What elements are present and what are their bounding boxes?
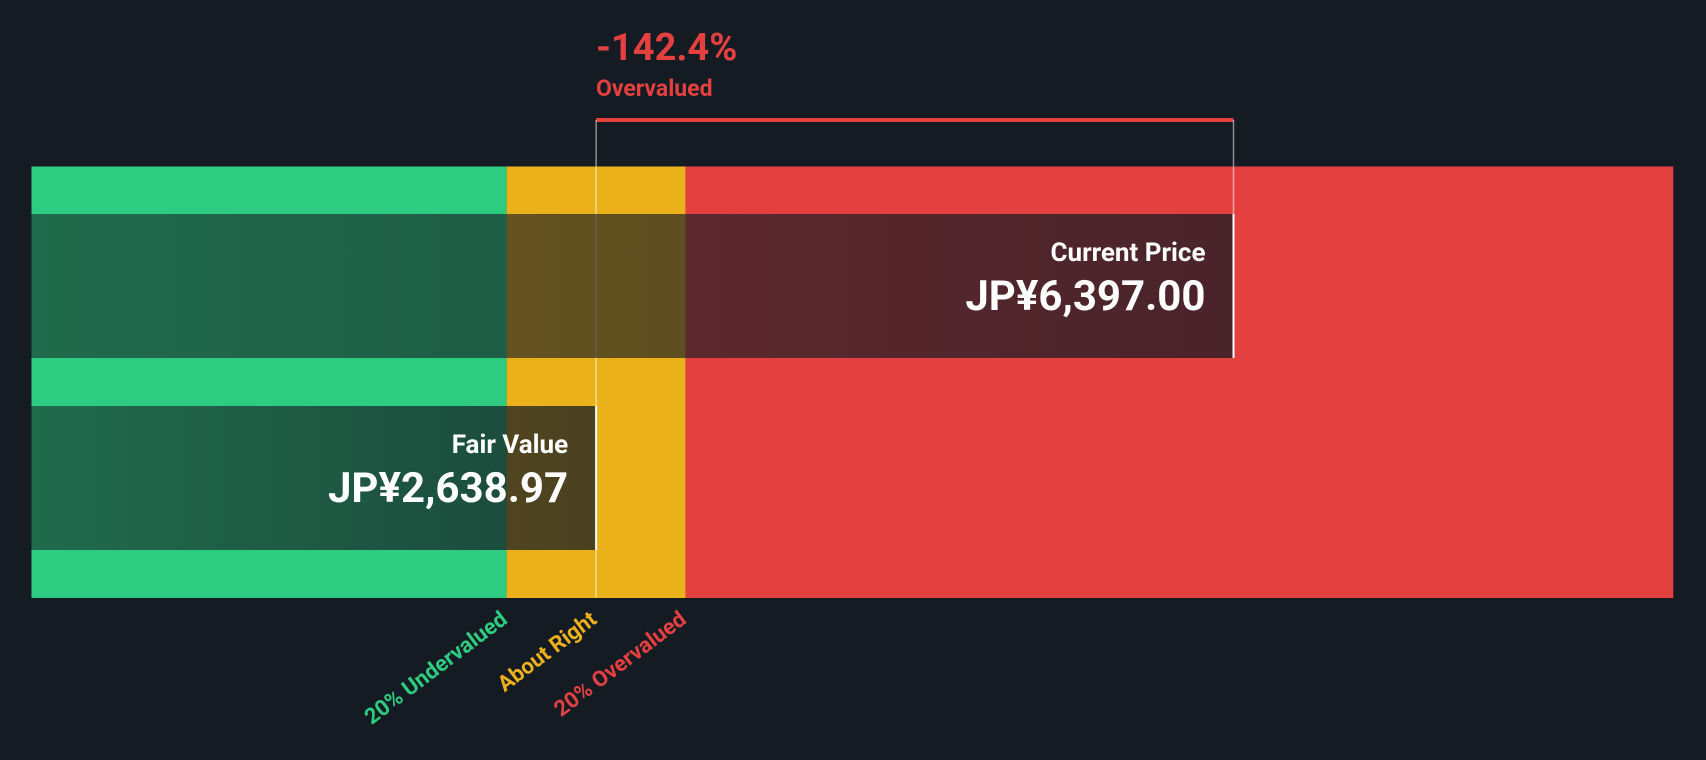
- series-name: Current Price: [1051, 238, 1206, 268]
- value-label: JP¥2,638.97: [328, 464, 568, 513]
- value-bar: [31, 214, 1234, 358]
- series-name: Fair Value: [452, 430, 568, 460]
- zone-label: 20% Undervalued: [360, 607, 512, 730]
- value-bar: [31, 406, 597, 550]
- difference: -142.4%: [596, 26, 737, 70]
- value-label: JP¥6,397.00: [965, 272, 1205, 321]
- verdict: Overvalued: [596, 75, 713, 102]
